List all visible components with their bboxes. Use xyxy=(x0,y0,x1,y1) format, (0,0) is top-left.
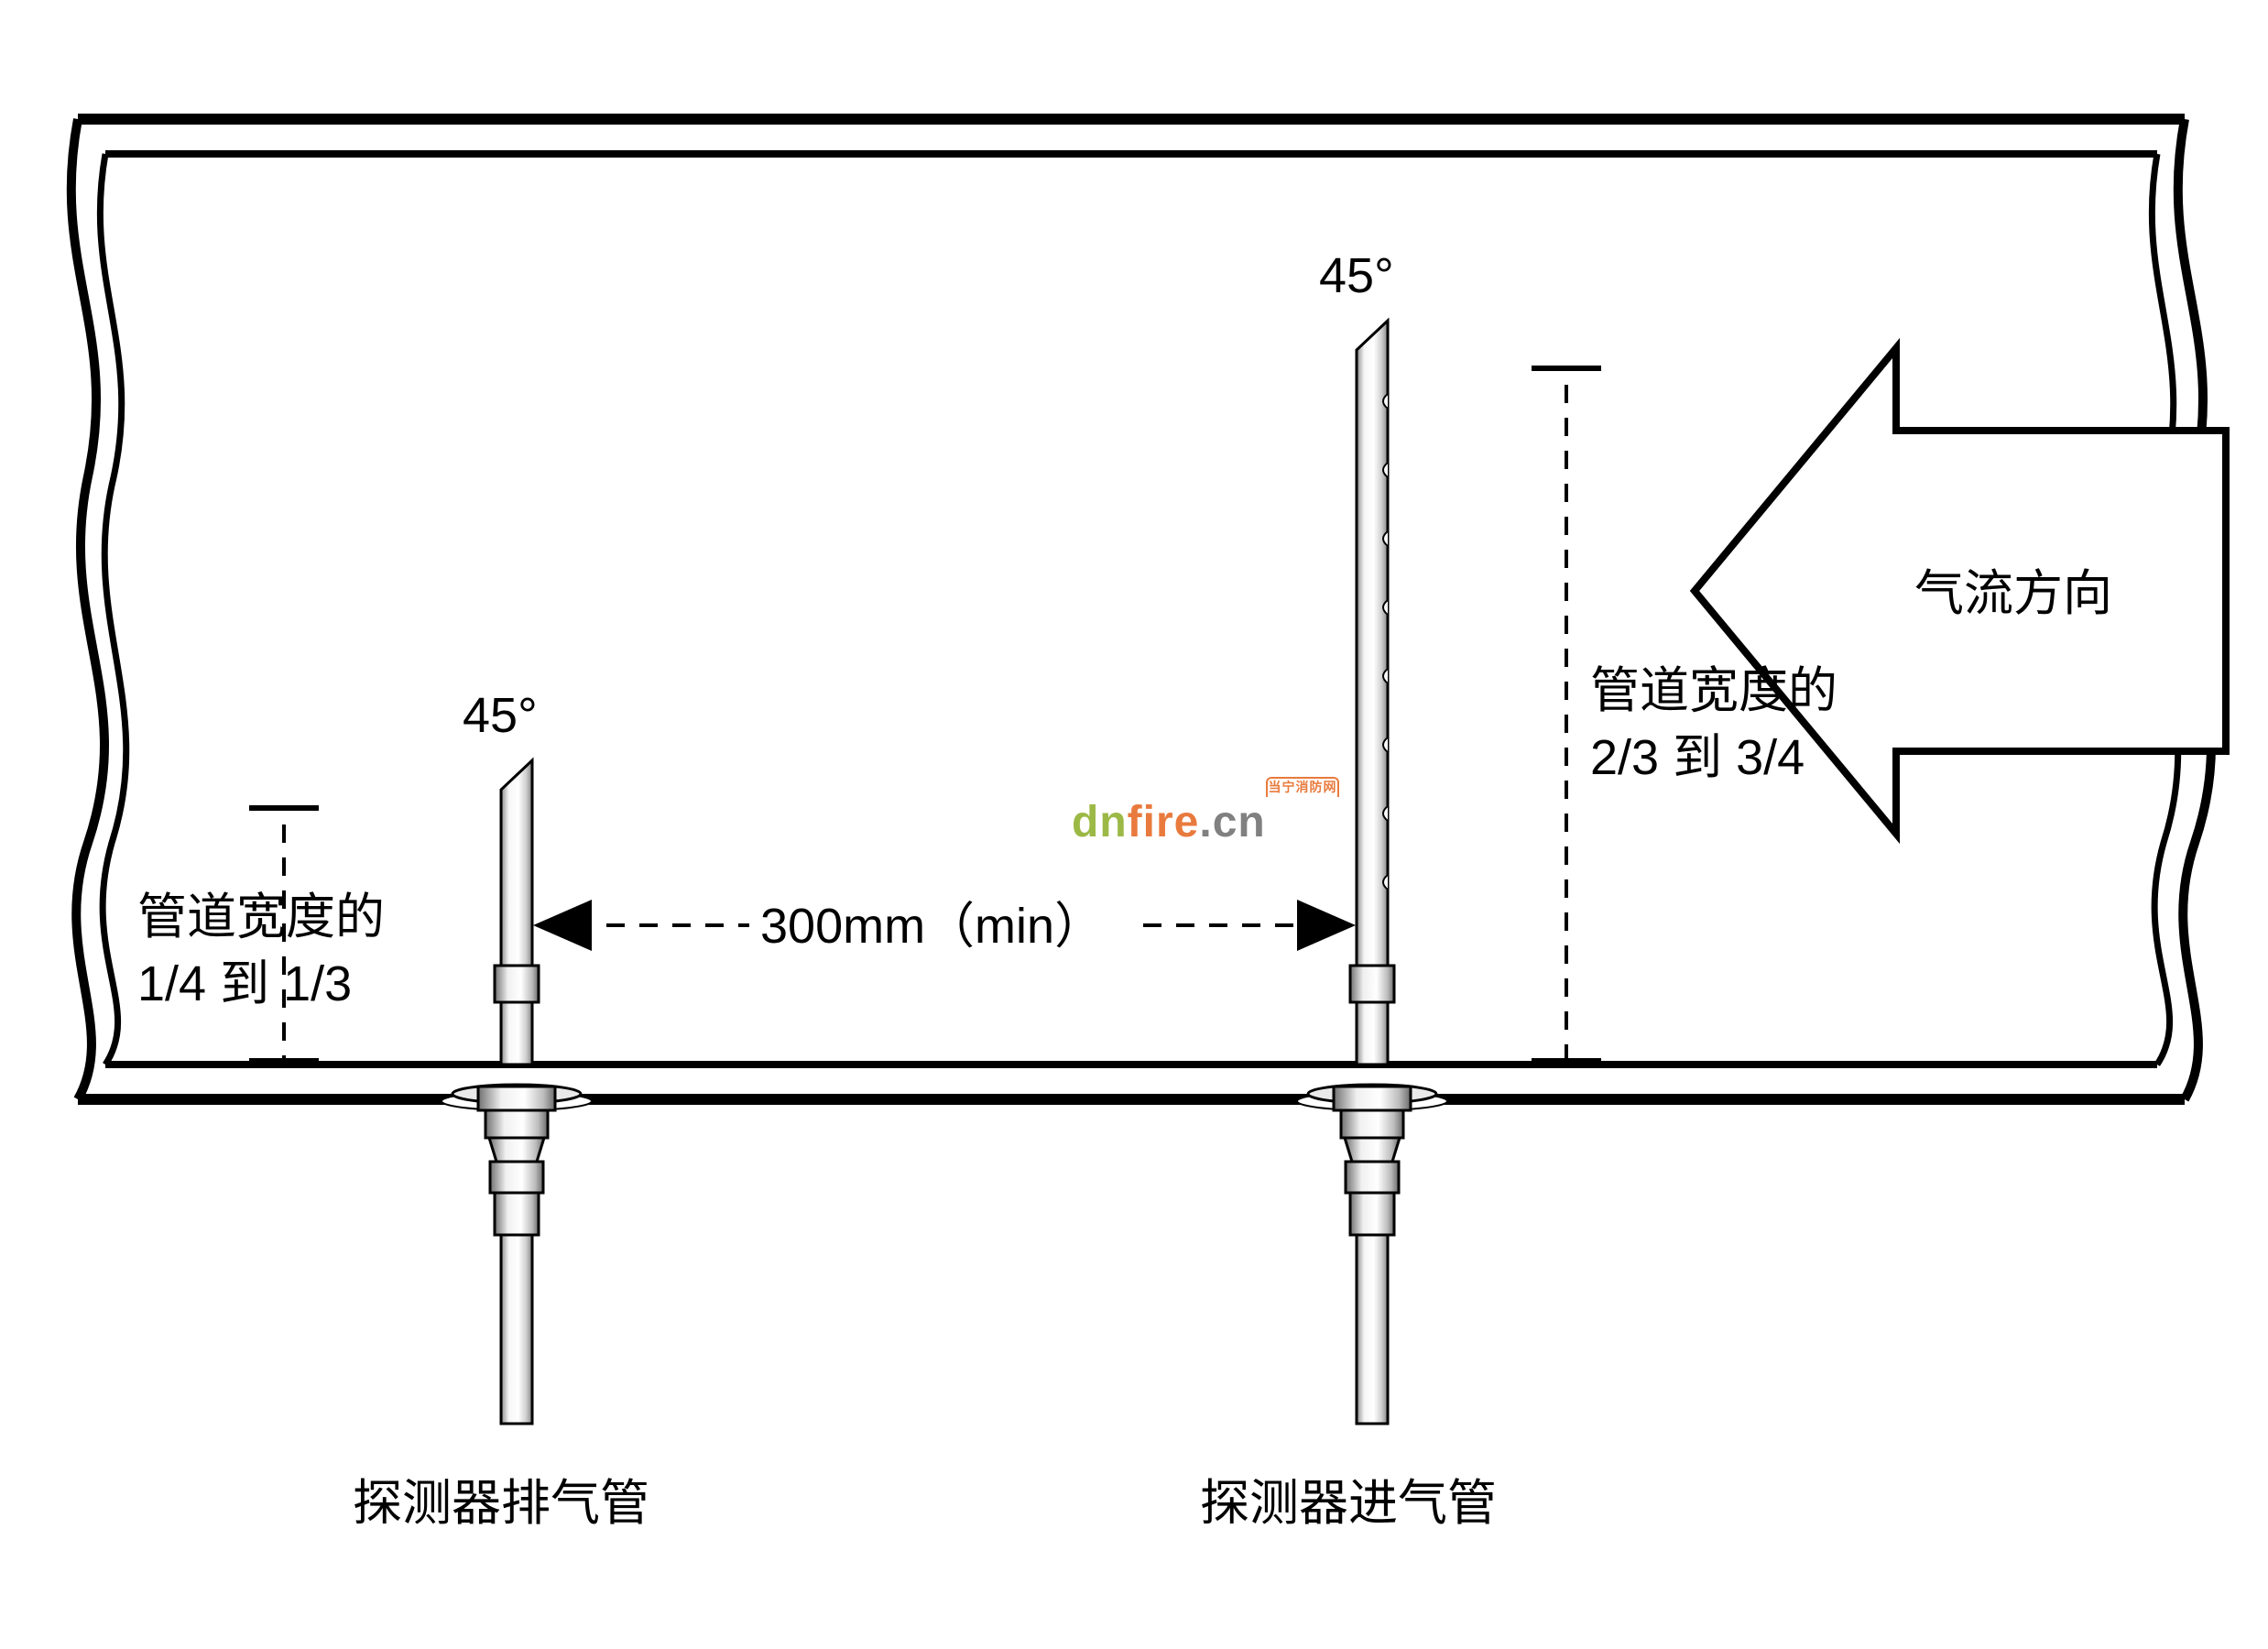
watermark-cn: cn xyxy=(1213,798,1266,846)
inlet-height-text: 管道宽度的 2/3 到 3/4 xyxy=(1590,658,1837,792)
exhaust-height-text: 管道宽度的 1/4 到 1/3 xyxy=(137,884,385,1018)
watermark-fire: fire xyxy=(1128,798,1200,846)
flow-direction-label: 气流方向 xyxy=(1914,561,2112,628)
exhaust-pipe-caption: 探测器排气管 xyxy=(353,1470,649,1537)
watermark-dot: . xyxy=(1199,798,1212,846)
exhaust-angle-label: 45° xyxy=(463,683,538,749)
exhaust-pipe xyxy=(442,760,592,1424)
watermark: 当宁消防网 dnfire.cn xyxy=(1072,797,1266,847)
inlet-pipe-caption: 探测器进气管 xyxy=(1200,1470,1497,1537)
watermark-dn: dn xyxy=(1072,798,1128,846)
inlet-pipe xyxy=(1297,321,1447,1424)
watermark-badge: 当宁消防网 xyxy=(1266,777,1339,797)
spacing-dimension-text: 300mm（min） xyxy=(760,893,1104,960)
inlet-angle-label: 45° xyxy=(1319,243,1394,310)
